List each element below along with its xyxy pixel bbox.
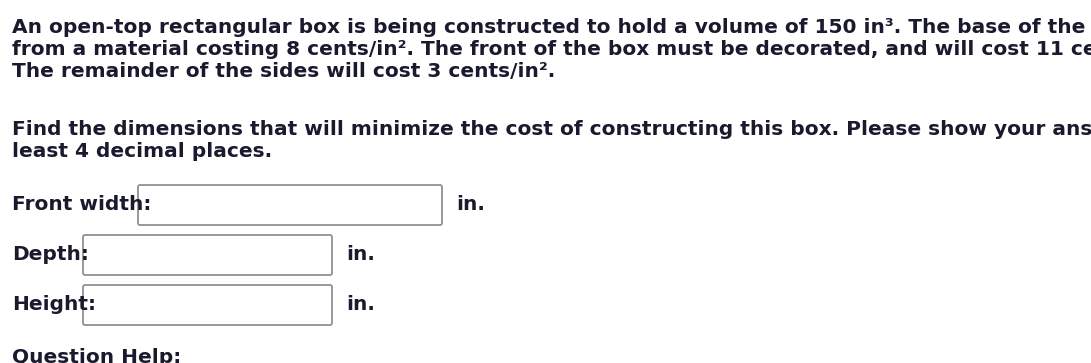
Text: Height:: Height: <box>12 294 96 314</box>
Text: Front width:: Front width: <box>12 195 152 213</box>
Text: Find the dimensions that will minimize the cost of constructing this box. Please: Find the dimensions that will minimize t… <box>12 120 1091 139</box>
FancyBboxPatch shape <box>83 285 332 325</box>
Text: The remainder of the sides will cost 3 cents/in².: The remainder of the sides will cost 3 c… <box>12 62 555 81</box>
FancyBboxPatch shape <box>83 235 332 275</box>
Text: in.: in. <box>456 195 484 213</box>
Text: least 4 decimal places.: least 4 decimal places. <box>12 142 272 161</box>
FancyBboxPatch shape <box>137 185 442 225</box>
Text: in.: in. <box>346 245 375 264</box>
Text: Depth:: Depth: <box>12 245 88 264</box>
Text: in.: in. <box>346 294 375 314</box>
Text: Question Help:: Question Help: <box>12 348 181 363</box>
Text: An open-top rectangular box is being constructed to hold a volume of 150 in³. Th: An open-top rectangular box is being con… <box>12 18 1091 37</box>
Text: from a material costing 8 cents/in². The front of the box must be decorated, and: from a material costing 8 cents/in². The… <box>12 40 1091 59</box>
